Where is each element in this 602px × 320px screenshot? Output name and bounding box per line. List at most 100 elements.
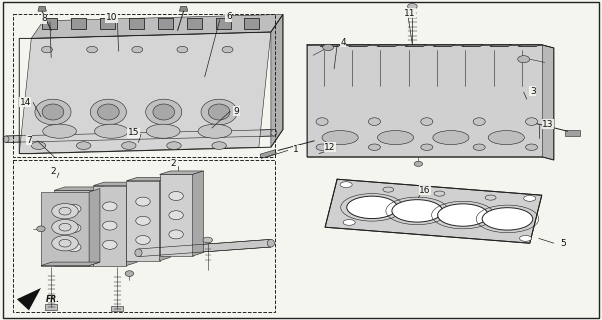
Polygon shape [126, 182, 137, 266]
Polygon shape [126, 181, 160, 261]
Polygon shape [31, 14, 283, 38]
Polygon shape [271, 14, 283, 147]
Ellipse shape [421, 144, 433, 150]
Ellipse shape [132, 46, 143, 53]
Text: 14: 14 [20, 98, 31, 107]
Polygon shape [542, 45, 554, 160]
Ellipse shape [208, 104, 230, 120]
Ellipse shape [98, 104, 119, 120]
Polygon shape [17, 288, 41, 310]
Ellipse shape [66, 204, 81, 213]
Ellipse shape [520, 236, 532, 241]
Ellipse shape [347, 196, 397, 219]
Ellipse shape [473, 144, 485, 150]
Polygon shape [565, 130, 580, 136]
Text: 3: 3 [530, 87, 536, 96]
Ellipse shape [102, 240, 117, 249]
Polygon shape [111, 306, 123, 311]
Ellipse shape [518, 56, 530, 63]
Ellipse shape [368, 118, 380, 125]
Ellipse shape [102, 221, 117, 230]
Ellipse shape [3, 136, 9, 142]
Ellipse shape [482, 208, 533, 230]
Ellipse shape [169, 191, 183, 200]
Ellipse shape [488, 131, 524, 145]
Polygon shape [93, 182, 137, 186]
Polygon shape [307, 45, 542, 157]
Ellipse shape [52, 220, 78, 235]
Polygon shape [307, 45, 554, 48]
Ellipse shape [125, 271, 134, 276]
Polygon shape [42, 18, 57, 29]
Ellipse shape [153, 104, 175, 120]
Bar [13, 160, 275, 312]
Ellipse shape [43, 124, 76, 138]
Ellipse shape [322, 131, 358, 145]
Polygon shape [160, 171, 203, 174]
Polygon shape [325, 179, 542, 243]
Text: 2: 2 [170, 159, 176, 168]
Ellipse shape [340, 182, 352, 188]
Ellipse shape [102, 202, 117, 211]
Polygon shape [462, 44, 483, 46]
Text: 7: 7 [26, 136, 32, 145]
Polygon shape [93, 186, 126, 266]
Text: 1: 1 [293, 145, 299, 154]
Text: 10: 10 [105, 13, 117, 22]
Ellipse shape [203, 237, 213, 243]
Polygon shape [405, 44, 427, 46]
Ellipse shape [473, 118, 485, 125]
Text: 6: 6 [226, 12, 232, 21]
Polygon shape [160, 174, 193, 256]
Polygon shape [138, 239, 271, 257]
Ellipse shape [271, 130, 277, 136]
Ellipse shape [222, 46, 233, 53]
Ellipse shape [524, 196, 536, 201]
Ellipse shape [66, 223, 81, 232]
Polygon shape [126, 177, 170, 181]
Ellipse shape [438, 204, 488, 226]
Polygon shape [89, 188, 100, 266]
Polygon shape [433, 44, 455, 46]
Text: 11: 11 [403, 9, 415, 18]
Ellipse shape [90, 99, 126, 125]
Polygon shape [41, 192, 89, 266]
Ellipse shape [212, 142, 226, 149]
Ellipse shape [526, 118, 538, 125]
Ellipse shape [76, 142, 91, 149]
Ellipse shape [526, 144, 538, 150]
Ellipse shape [343, 220, 355, 225]
Ellipse shape [42, 46, 52, 53]
Text: 2: 2 [50, 167, 56, 176]
Ellipse shape [177, 46, 188, 53]
Ellipse shape [52, 204, 78, 219]
Polygon shape [320, 44, 342, 46]
Polygon shape [6, 130, 274, 142]
Polygon shape [216, 18, 231, 29]
Ellipse shape [135, 197, 150, 206]
Polygon shape [71, 18, 86, 29]
Ellipse shape [66, 243, 81, 252]
Ellipse shape [316, 144, 328, 150]
Polygon shape [100, 18, 115, 29]
Text: 4: 4 [340, 38, 346, 47]
Polygon shape [349, 44, 370, 46]
Polygon shape [38, 6, 46, 11]
Ellipse shape [368, 144, 380, 150]
Polygon shape [41, 262, 100, 266]
Ellipse shape [87, 46, 98, 53]
Polygon shape [160, 177, 170, 261]
Ellipse shape [414, 161, 423, 166]
Ellipse shape [169, 230, 183, 239]
Ellipse shape [135, 249, 142, 257]
Polygon shape [54, 190, 93, 266]
Polygon shape [129, 18, 144, 29]
Ellipse shape [135, 216, 150, 225]
Ellipse shape [433, 131, 469, 145]
Ellipse shape [167, 142, 181, 149]
Polygon shape [193, 171, 203, 256]
Text: 13: 13 [542, 120, 554, 129]
Ellipse shape [377, 131, 414, 145]
Ellipse shape [408, 4, 417, 9]
Polygon shape [45, 304, 57, 310]
